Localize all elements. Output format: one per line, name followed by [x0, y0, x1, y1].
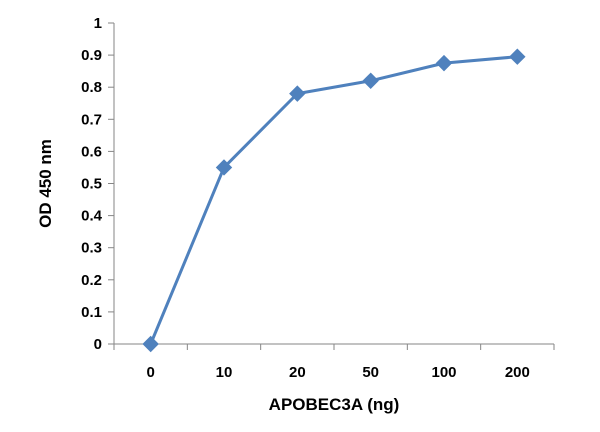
- x-tick-label: 10: [216, 364, 233, 381]
- y-axis-ticks: 0 0.1 0.2 0.3 0.4 0.5 0.6 0.7 0.8 0.9 1: [81, 15, 114, 353]
- y-tick-label: 0.2: [81, 272, 102, 289]
- x-tick-label: 0: [146, 364, 154, 381]
- series-line: [149, 55, 518, 345]
- data-point-marker: [362, 72, 379, 89]
- series-layer: [142, 48, 526, 353]
- x-tick-label: 20: [289, 364, 306, 381]
- x-tick-label: 50: [362, 364, 379, 381]
- data-point-marker: [435, 54, 453, 72]
- y-tick-label: 0.6: [81, 143, 102, 160]
- y-tick-label: 0.7: [81, 111, 102, 128]
- x-tick-label: 100: [431, 364, 456, 381]
- y-tick-label: 0.1: [81, 304, 102, 321]
- y-tick-label: 1: [94, 15, 102, 32]
- y-tick-label: 0: [94, 336, 102, 353]
- data-point-marker: [215, 159, 233, 176]
- y-tick-label: 0.8: [81, 79, 102, 96]
- data-point-marker: [509, 48, 526, 65]
- y-tick-label: 0.9: [81, 47, 102, 64]
- data-point-marker: [142, 335, 159, 353]
- data-point-marker: [289, 85, 306, 102]
- x-axis-ticks: 0 10 20 50 100 200: [113, 344, 555, 381]
- x-axis-title: APOBEC3A (ng): [269, 395, 400, 414]
- y-tick-label: 0.3: [81, 240, 102, 257]
- axes: [113, 23, 554, 345]
- y-tick-label: 0.5: [81, 176, 102, 193]
- y-axis-title: OD 450 nm: [36, 139, 55, 228]
- y-tick-label: 0.4: [81, 208, 103, 225]
- x-tick-label: 200: [505, 364, 530, 381]
